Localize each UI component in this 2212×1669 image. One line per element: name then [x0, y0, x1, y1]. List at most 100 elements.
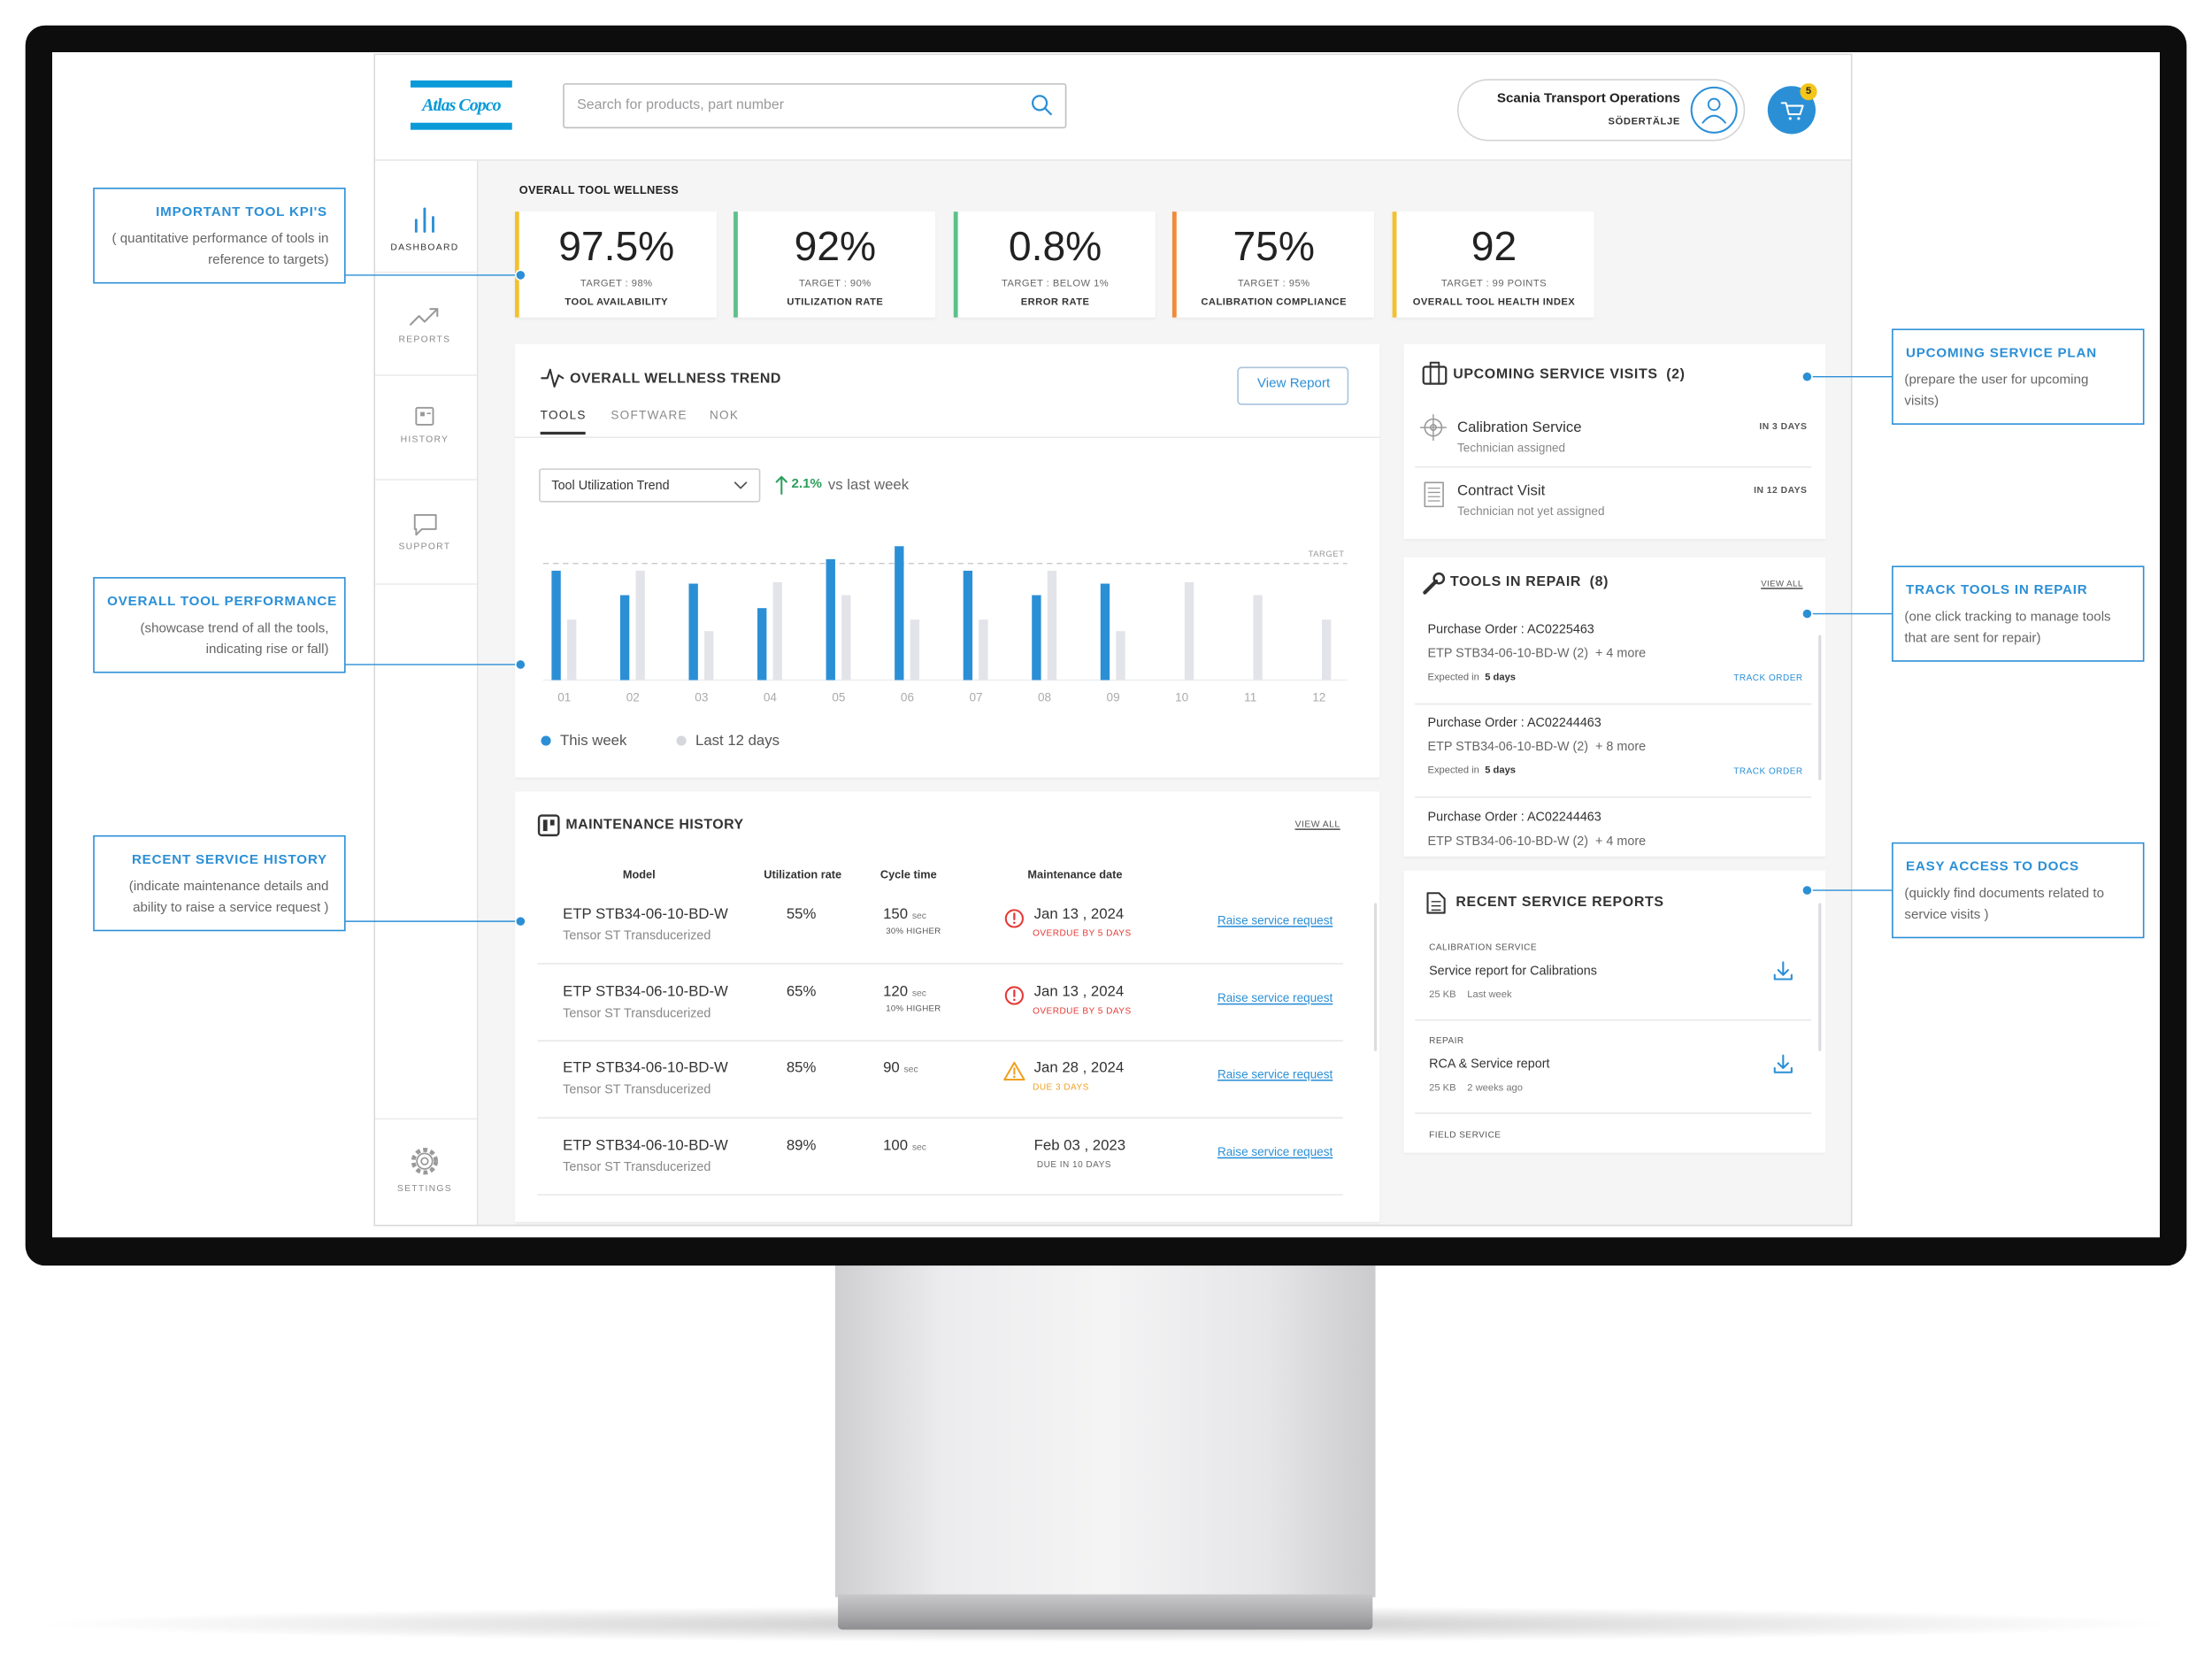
search-box[interactable]	[563, 83, 1067, 129]
maintenance-status: OVERDUE BY 5 DAYS	[1033, 1005, 1132, 1016]
nav-item[interactable]	[375, 363, 477, 462]
cycle-note: 30% HIGHER	[886, 927, 941, 936]
kpi-target: TARGET : BELOW 1%	[1001, 279, 1110, 289]
column-header: Utilization rate	[764, 868, 842, 881]
annotation-box: RECENT SERVICE HISTORY (indicate maintena…	[93, 834, 346, 932]
kpi-label: ERROR RATE	[1020, 297, 1090, 308]
tab[interactable]: NOK	[709, 407, 740, 422]
raise-request-link[interactable]: Raise service request	[1217, 912, 1333, 927]
track-order-link[interactable]: TRACK ORDER	[1733, 766, 1803, 777]
title-text: TOOLS IN REPAIR	[1450, 574, 1582, 590]
kpi-card	[733, 212, 936, 318]
x-tick-label: 09	[1106, 689, 1120, 704]
annotation-text: (showcase trend of all the tools, indica…	[140, 620, 329, 658]
logo-text: Atlas Copco	[422, 94, 502, 115]
nav-item[interactable]	[375, 470, 477, 569]
model-detail: Tensor ST Transducerized	[563, 927, 711, 942]
annotation-text: (prepare the user for upcoming visits)	[1904, 372, 2089, 410]
annotation-box: UPCOMING SERVICE PLAN (prepare the user f…	[1892, 328, 2145, 425]
cart-count: 5	[1805, 87, 1812, 97]
nav-item[interactable]	[375, 263, 477, 362]
kpi-value: 0.8%	[1008, 225, 1102, 271]
model-detail: Tensor ST Transducerized	[563, 1081, 711, 1096]
cycle-time: 150 sec	[883, 906, 926, 923]
kpi-value: 92	[1471, 225, 1517, 271]
maintenance-status: OVERDUE BY 5 DAYS	[1033, 928, 1132, 939]
dropdown-label: Tool Utilization Trend	[551, 478, 670, 493]
repair-tools: ETP STB34-06-10-BD-W (2) + 4 more	[1428, 646, 1647, 660]
annotation-title: TRACK TOOLS IN REPAIR	[1906, 582, 2088, 599]
tool-name: ETP STB34-06-10-BD-W (2)	[1427, 739, 1589, 754]
kpi-label: UTILIZATION RATE	[787, 297, 884, 308]
track-order-link[interactable]: TRACK ORDER	[1733, 673, 1803, 684]
kpi-label: TOOL AVAILABILITY	[565, 297, 669, 308]
kpi-label: OVERALL TOOL HEALTH INDEX	[1412, 297, 1576, 308]
annotation-title: UPCOMING SERVICE PLAN	[1906, 345, 2097, 362]
monitor-stand	[834, 1265, 1376, 1597]
raise-request-link[interactable]: Raise service request	[1217, 989, 1333, 1004]
view-report-button[interactable]	[1237, 366, 1349, 405]
monitor-base	[838, 1594, 1373, 1630]
annotation-text: (indicate maintenance details and abilit…	[128, 879, 329, 916]
maintenance-card	[514, 791, 1380, 1222]
annotation-text: (one click tracking to manage tools that…	[1904, 609, 2111, 647]
raise-request-link[interactable]: Raise service request	[1217, 1066, 1333, 1081]
nav-label: SETTINGS	[396, 1184, 452, 1195]
tab[interactable]: TOOLS	[540, 407, 587, 422]
model-name: ETP STB34-06-10-BD-W	[563, 1059, 728, 1077]
title-count: (8)	[1589, 574, 1609, 590]
kpi-target: TARGET : 90%	[799, 279, 872, 289]
annotation-title: IMPORTANT TOOL KPI'S	[156, 204, 327, 220]
visit-detail: Technician not yet assigned	[1457, 504, 1605, 519]
kpi-label: CALIBRATION COMPLIANCE	[1201, 297, 1348, 308]
raise-request-link[interactable]: Raise service request	[1217, 1143, 1333, 1158]
utilization: 89%	[786, 1136, 817, 1154]
view-all-link[interactable]: VIEW ALL	[1294, 819, 1340, 830]
model-name: ETP STB34-06-10-BD-W	[563, 905, 728, 923]
repair-tools: ETP STB34-06-10-BD-W (2) + 8 more	[1428, 739, 1647, 753]
card-title: OVERALL WELLNESS TREND	[570, 371, 781, 388]
cycle-value: 100	[883, 1136, 909, 1154]
x-tick-label: 01	[557, 689, 572, 704]
kpi-value: 97.5%	[558, 225, 675, 271]
visit-detail: Technician assigned	[1457, 440, 1566, 455]
column-header: Model	[622, 868, 656, 881]
account[interactable]	[1457, 79, 1746, 142]
search-placeholder: Search for products, part number	[577, 97, 785, 113]
legend-label: Last 12 days	[695, 732, 780, 750]
report-category: REPAIR	[1429, 1035, 1464, 1047]
x-tick-label: 05	[832, 689, 846, 704]
cycle-value: 150	[883, 905, 909, 923]
download-button[interactable]	[1772, 1052, 1795, 1075]
x-tick-label: 07	[969, 689, 983, 704]
target-label: TARGET	[1308, 551, 1345, 560]
expected-label: Expected in	[1427, 765, 1479, 776]
cycle-time: 100 sec	[883, 1137, 926, 1154]
model-detail: Tensor ST Transducerized	[563, 1004, 711, 1019]
kpi-card	[514, 212, 717, 318]
report-age: 2 weeks ago	[1467, 1083, 1523, 1094]
tool-name: ETP STB34-06-10-BD-W (2)	[1427, 834, 1589, 848]
tab[interactable]: SOFTWARE	[611, 407, 687, 422]
expected-date: Expected in 5 days	[1428, 766, 1516, 778]
view-all-link[interactable]: VIEW ALL	[1761, 581, 1803, 589]
annotation-text: ( quantitative performance of tools in r…	[111, 231, 329, 268]
utilization: 65%	[786, 982, 817, 1000]
annotation-box: IMPORTANT TOOL KPI'S ( quantitative perfo…	[93, 188, 346, 284]
kpi-card	[1171, 212, 1374, 318]
annotation-title: RECENT SERVICE HISTORY	[131, 852, 327, 868]
repairs-card	[1403, 557, 1826, 857]
purchase-order: Purchase Order : AC02244463	[1427, 809, 1601, 824]
cart-badge: 5	[1800, 83, 1817, 101]
expected-date: Expected in 5 days	[1428, 673, 1516, 684]
report-size: 25 KB	[1429, 1083, 1456, 1094]
button-label[interactable]: View Report	[1256, 375, 1331, 392]
utilization: 55%	[786, 905, 817, 923]
download-button[interactable]	[1772, 959, 1795, 982]
dropdown[interactable]	[539, 468, 761, 503]
x-tick-label: 03	[695, 689, 709, 704]
card-title: RECENT SERVICE REPORTS	[1455, 895, 1664, 911]
x-tick-label: 10	[1175, 689, 1189, 704]
kpi-target: TARGET : 95%	[1237, 279, 1310, 289]
